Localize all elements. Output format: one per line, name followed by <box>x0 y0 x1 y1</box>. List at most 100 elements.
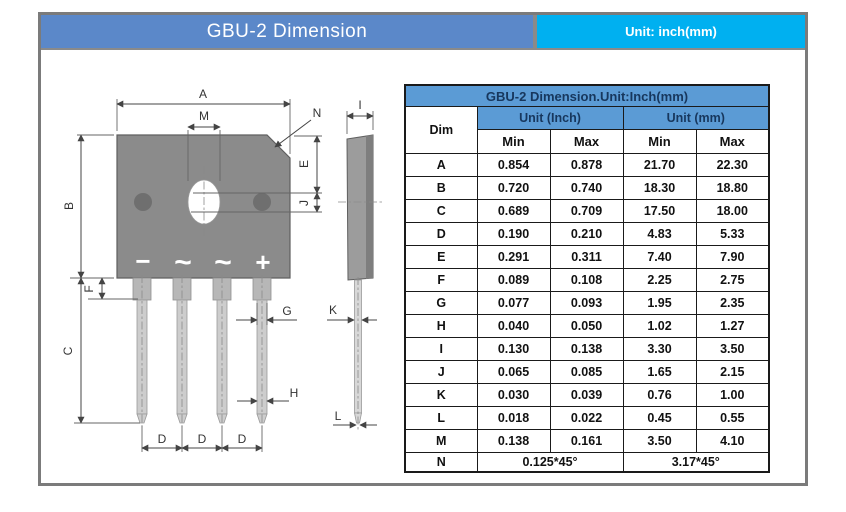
value-cell: 7.40 <box>622 245 697 269</box>
value-cell: 1.02 <box>622 314 697 338</box>
col-header-unit-mm: Unit (mm) <box>622 106 770 130</box>
value-cell: 0.55 <box>695 406 770 430</box>
dim-cell: N <box>404 452 478 473</box>
dimension-table: GBU-2 Dimension.Unit:Inch(mm) Dim Unit (… <box>404 84 771 473</box>
table-row: G 0.077 0.093 1.95 2.35 <box>404 291 770 315</box>
value-cell: 7.90 <box>695 245 770 269</box>
dim-label-d: D <box>238 432 247 446</box>
dim-A: A <box>116 87 291 154</box>
dim-cell: H <box>404 314 478 338</box>
value-cell: 0.190 <box>476 222 551 246</box>
dim-label-m: M <box>199 109 209 123</box>
dim-cell: M <box>404 429 478 453</box>
value-cell: 0.065 <box>476 360 551 384</box>
dim-label-d: D <box>158 432 167 446</box>
value-cell: 4.83 <box>622 222 697 246</box>
value-cell: 0.76 <box>622 383 697 407</box>
table-row: F 0.089 0.108 2.25 2.75 <box>404 268 770 292</box>
dim-label-l: L <box>335 409 342 423</box>
table-title-row: GBU-2 Dimension.Unit:Inch(mm) <box>404 84 770 107</box>
value-cell: 2.35 <box>695 291 770 315</box>
dim-L: L <box>333 409 377 429</box>
dim-M: M <box>187 109 221 181</box>
dim-cell: G <box>404 291 478 315</box>
value-cell: 0.210 <box>549 222 624 246</box>
value-cell: 0.093 <box>549 291 624 315</box>
dim-label-n: N <box>313 106 322 120</box>
dim-label-f: F <box>82 285 96 292</box>
dim-label-j: J <box>297 200 311 206</box>
table-row: C 0.689 0.709 17.50 18.00 <box>404 199 770 223</box>
value-cell: 0.291 <box>476 245 551 269</box>
table-row-n: N 0.125*45° 3.17*45° <box>404 452 770 473</box>
plus-terminal-symbol: + <box>255 247 270 277</box>
dim-label-c: C <box>61 346 75 355</box>
ac-terminal-symbol: ~ <box>214 246 232 279</box>
value-cell: 18.00 <box>695 199 770 223</box>
value-cell: 0.45 <box>622 406 697 430</box>
value-cell: 0.138 <box>476 429 551 453</box>
value-cell: 0.085 <box>549 360 624 384</box>
dim-cell: J <box>404 360 478 384</box>
dim-N: N <box>274 106 322 148</box>
dim-label-i: I <box>358 98 361 112</box>
col-header-max: Max <box>695 129 770 154</box>
dim-J: J <box>297 192 321 213</box>
dim-K: K <box>327 303 377 324</box>
dim-cell: I <box>404 337 478 361</box>
value-cell: 3.30 <box>622 337 697 361</box>
page-title: GBU-2 Dimension <box>41 15 533 48</box>
value-cell: 18.80 <box>695 176 770 200</box>
table-row: J 0.065 0.085 1.65 2.15 <box>404 360 770 384</box>
table-row: A 0.854 0.878 21.70 22.30 <box>404 153 770 177</box>
value-cell: 5.33 <box>695 222 770 246</box>
dim-cell: E <box>404 245 478 269</box>
value-cell: 3.50 <box>695 337 770 361</box>
value-cell: 0.089 <box>476 268 551 292</box>
left-dimple <box>134 193 152 211</box>
value-cell: 0.108 <box>549 268 624 292</box>
dim-label-b: B <box>62 202 76 210</box>
value-cell: 4.10 <box>695 429 770 453</box>
title-bar: GBU-2 Dimension Unit: inch(mm) <box>41 15 805 50</box>
dim-G: G <box>236 303 297 325</box>
minus-terminal-symbol: − <box>135 246 150 276</box>
lead-pins <box>132 275 272 429</box>
dim-cell: F <box>404 268 478 292</box>
table-row: B 0.720 0.740 18.30 18.80 <box>404 176 770 200</box>
dim-label-d: D <box>198 432 207 446</box>
table-body: A 0.854 0.878 21.70 22.30 B 0.720 0.740 18.30 18.… <box>404 153 770 453</box>
value-cell: 0.030 <box>476 383 551 407</box>
value-cell: 0.740 <box>549 176 624 200</box>
dim-B: B <box>62 134 114 279</box>
table-title: GBU-2 Dimension.Unit:Inch(mm) <box>404 84 770 107</box>
table-row: E 0.291 0.311 7.40 7.90 <box>404 245 770 269</box>
table-row: M 0.138 0.161 3.50 4.10 <box>404 429 770 453</box>
dim-cell: B <box>404 176 478 200</box>
dim-I: I <box>346 98 374 134</box>
dim-label-a: A <box>199 87 207 101</box>
dimension-drawing: − ~ ~ + <box>61 87 383 452</box>
dim-label-g: G <box>282 304 291 318</box>
value-cell: 0.022 <box>549 406 624 430</box>
value-cell: 3.17*45° <box>622 452 770 473</box>
value-cell: 2.25 <box>622 268 697 292</box>
dim-C: C <box>61 277 140 424</box>
dim-cell: K <box>404 383 478 407</box>
dim-D-spacing: D D D <box>141 426 263 452</box>
ac-terminal-symbol: ~ <box>174 246 192 279</box>
value-cell: 0.720 <box>476 176 551 200</box>
dim-cell: D <box>404 222 478 246</box>
value-cell: 2.75 <box>695 268 770 292</box>
value-cell: 0.161 <box>549 429 624 453</box>
value-cell: 17.50 <box>622 199 697 223</box>
value-cell: 0.709 <box>549 199 624 223</box>
value-cell: 0.050 <box>549 314 624 338</box>
title-divider <box>533 15 537 48</box>
front-view: − ~ ~ + <box>116 134 291 429</box>
table-minmax-header-row: Min Max Min Max <box>405 129 770 154</box>
dim-label-k: K <box>329 303 337 317</box>
value-cell: 0.130 <box>476 337 551 361</box>
dim-cell: C <box>404 199 478 223</box>
